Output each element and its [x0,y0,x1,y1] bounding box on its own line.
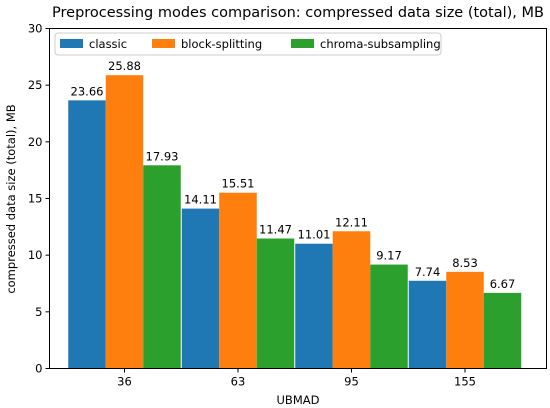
data-label: 8.53 [452,256,478,270]
data-label: 6.67 [490,277,516,291]
bar-block-splitting-155 [446,271,484,369]
bar-chroma-subsampling-63 [256,238,295,369]
legend-label-chroma-subsampling: chroma-subsampling [320,37,441,51]
y-tick-label: 0 [35,362,42,376]
chart-title: Preprocessing modes comparison: compress… [52,5,544,21]
data-label: 25.88 [108,59,141,73]
plot-frame [49,28,547,369]
bar-chroma-subsampling-155 [483,292,522,369]
bar-block-splitting-95 [332,231,371,369]
legend-box [54,32,442,56]
legend-label-block-splitting: block-splitting [181,37,262,51]
bar-chroma-subsampling-36 [143,165,181,369]
legend-swatch-chroma-subsampling [291,39,314,48]
x-tick-label: 95 [344,375,359,389]
data-label: 11.01 [298,228,331,242]
x-axis-label: UBMAD [277,393,320,407]
data-label: 15.51 [222,177,255,191]
y-axis-label: compressed data size (total), MB [4,104,18,293]
data-label: 14.11 [184,193,217,207]
x-tick-label: 63 [231,375,246,389]
data-label: 9.17 [376,249,402,263]
legend-swatch-block-splitting [152,39,175,48]
y-tick-label: 20 [28,135,43,149]
data-label: 7.74 [415,265,441,279]
data-label: 12.11 [335,215,368,229]
y-tick-label: 30 [28,22,43,36]
bar-chroma-subsampling-95 [370,264,408,369]
y-tick-label: 15 [28,192,43,206]
bar-classic-155 [408,280,447,369]
data-label: 11.47 [259,223,292,237]
data-label: 23.66 [71,84,104,98]
y-tick-label: 10 [28,248,43,262]
bar-classic-63 [181,208,220,369]
plot-area: 0 5 10 15 20 25 30 23.66 25.88 17.93 36 14.11 15.51 1… [28,22,522,389]
x-tick-label: 36 [117,375,132,389]
y-tick-label: 5 [35,305,42,319]
y-tick-label: 25 [28,78,43,92]
bar-classic-36 [68,100,106,369]
bar-block-splitting-36 [105,75,144,369]
bar-classic-95 [295,243,333,369]
data-label: 17.93 [146,149,179,163]
legend-swatch-classic [60,39,83,48]
x-tick-label: 155 [454,375,476,389]
legend-label-classic: classic [89,37,127,51]
legend: classic block-splitting chroma-subsampling [54,32,442,56]
bar-block-splitting-63 [219,192,257,369]
